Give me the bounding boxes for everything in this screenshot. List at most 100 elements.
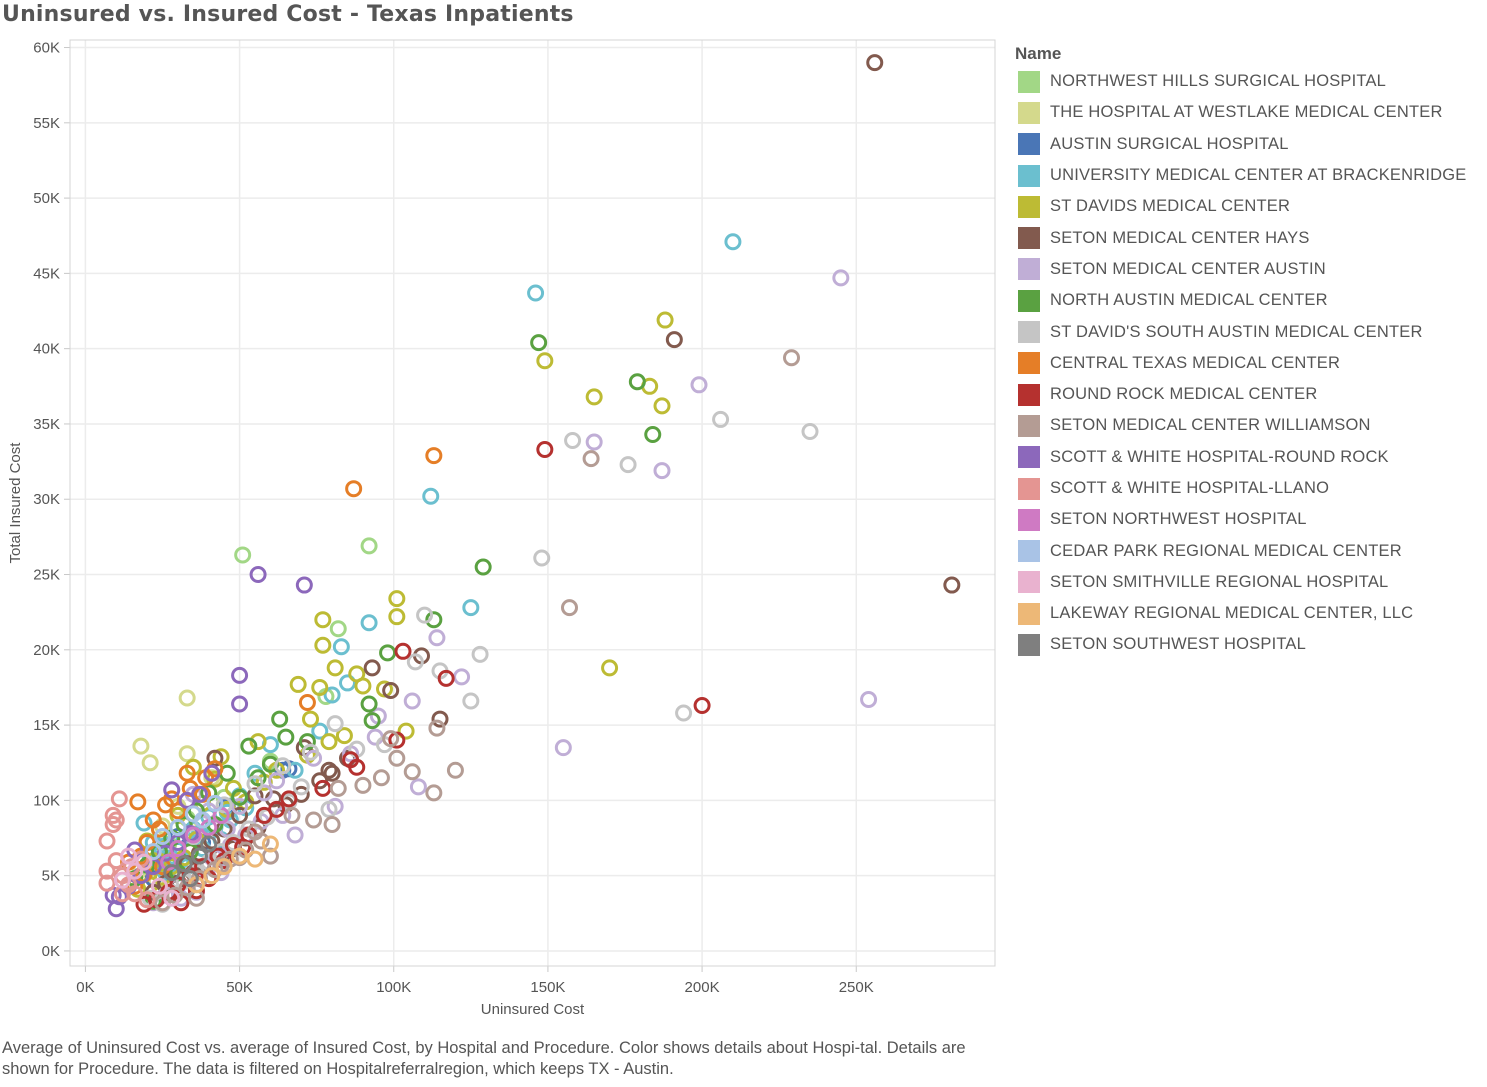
data-point[interactable] [246,787,264,805]
data-point[interactable] [144,843,162,861]
data-point[interactable] [302,710,319,728]
data-point[interactable] [425,611,443,629]
data-point[interactable] [332,638,350,656]
legend-item[interactable]: SCOTT & WHITE HOSPITAL-ROUND ROCK [1015,442,1485,473]
data-point[interactable] [268,800,286,818]
data-point[interactable] [471,645,489,663]
legend-item[interactable]: THE HOSPITAL AT WESTLAKE MEDICAL CENTER [1015,97,1485,128]
data-point[interactable] [326,715,344,733]
data-point[interactable] [628,373,646,391]
data-point[interactable] [246,850,264,868]
data-point[interactable] [169,840,187,858]
data-point[interactable] [653,397,671,415]
data-point[interactable] [379,644,397,662]
legend-item[interactable]: LAKEWAY REGIONAL MEDICAL CENTER, LLC [1015,598,1485,629]
legend-item[interactable]: UNIVERSITY MEDICAL CENTER AT BRACKENRIDG… [1015,160,1485,191]
data-point[interactable] [231,695,249,713]
data-point[interactable] [403,692,421,710]
data-point[interactable] [104,815,122,833]
data-point[interactable] [98,862,116,880]
data-point[interactable] [363,659,381,677]
data-point[interactable] [335,727,353,745]
data-point[interactable] [585,388,603,406]
data-point[interactable] [135,814,153,832]
data-point[interactable] [360,695,378,713]
data-point[interactable] [601,659,619,677]
legend-item[interactable]: ST DAVID'S SOUTH AUSTIN MEDICAL CENTER [1015,316,1485,347]
data-point[interactable] [175,855,193,873]
data-point[interactable] [712,410,730,428]
data-point[interactable] [302,743,319,761]
data-point[interactable] [783,349,800,367]
data-point[interactable] [582,450,600,468]
legend-item[interactable]: ST DAVIDS MEDICAL CENTER [1015,191,1485,222]
data-point[interactable] [409,778,427,796]
data-point[interactable] [329,620,347,638]
data-point[interactable] [675,704,693,722]
data-point[interactable] [388,749,406,767]
data-point[interactable] [261,847,279,865]
data-point[interactable] [98,874,116,892]
legend-item[interactable]: SETON MEDICAL CENTER AUSTIN [1015,254,1485,285]
data-point[interactable] [298,733,316,751]
data-point[interactable] [323,686,341,704]
data-point[interactable] [644,425,662,443]
data-point[interactable] [178,745,196,763]
data-point[interactable] [453,668,471,686]
data-point[interactable] [132,737,150,755]
data-point[interactable] [585,433,603,451]
data-point[interactable] [665,331,683,349]
data-point[interactable] [249,566,267,584]
data-point[interactable] [320,733,338,751]
data-point[interactable] [154,828,171,846]
data-point[interactable] [249,733,267,751]
data-point[interactable] [120,847,138,865]
data-point[interactable] [425,447,443,465]
data-point[interactable] [724,233,742,251]
data-point[interactable] [832,269,850,287]
data-point[interactable] [354,677,372,695]
data-point[interactable] [181,870,199,888]
legend-item[interactable]: SETON SMITHVILLE REGIONAL HOSPITAL [1015,567,1485,598]
data-point[interactable] [446,761,464,779]
data-point[interactable] [191,785,208,803]
data-point[interactable] [98,832,116,850]
data-point[interactable] [178,879,196,897]
data-point[interactable] [104,806,122,824]
data-point[interactable] [388,590,406,608]
data-point[interactable] [360,537,378,555]
data-point[interactable] [163,889,181,907]
data-point[interactable] [416,606,434,624]
data-point[interactable] [138,891,156,909]
data-point[interactable] [163,864,181,882]
data-point[interactable] [194,811,212,829]
data-point[interactable] [268,772,286,790]
data-point[interactable] [406,653,424,671]
data-point[interactable] [348,758,366,776]
data-point[interactable] [536,352,554,370]
data-point[interactable] [474,558,492,576]
data-point[interactable] [206,749,224,767]
data-point[interactable] [231,666,249,684]
data-point[interactable] [656,311,674,329]
data-point[interactable] [154,894,171,912]
data-point[interactable] [397,722,415,740]
data-point[interactable] [150,877,168,895]
data-point[interactable] [388,608,406,626]
legend-item[interactable]: CENTRAL TEXAS MEDICAL CENTER [1015,348,1485,379]
data-point[interactable] [126,862,144,880]
data-point[interactable] [363,712,381,730]
data-point[interactable] [110,790,128,808]
data-point[interactable] [166,886,184,904]
data-point[interactable] [382,681,400,699]
data-point[interactable] [320,761,338,779]
data-point[interactable] [191,847,208,865]
data-point[interactable] [866,54,884,72]
data-point[interactable] [298,694,316,712]
data-point[interactable] [231,797,249,815]
data-point[interactable] [311,722,329,740]
data-point[interactable] [801,422,819,440]
data-point[interactable] [261,835,279,853]
data-point[interactable] [274,757,292,775]
data-point[interactable] [314,636,332,654]
